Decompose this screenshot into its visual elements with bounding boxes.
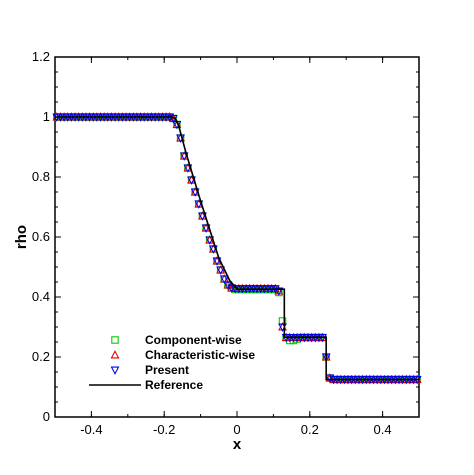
data-point [198, 212, 207, 221]
x-tick-label: -0.2 [153, 422, 175, 437]
x-tick-label: 0.2 [301, 422, 319, 437]
data-point [274, 287, 284, 296]
data-point [325, 374, 335, 383]
data-series [52, 112, 422, 385]
x-tick-label: 0.4 [374, 422, 392, 437]
x-tick-label: -0.4 [80, 422, 102, 437]
axis-ticks: -0.4 -0.2 0 0.2 0.4 0 0.2 0.4 0.6 0.8 1 1.2 [32, 49, 420, 437]
legend-marker [111, 336, 119, 344]
legend-marker [110, 350, 120, 359]
series-reference [55, 116, 419, 381]
legend-label: Component-wise [145, 333, 242, 347]
data-point [212, 257, 222, 266]
x-tick-label: 0 [233, 422, 240, 437]
y-axis-title: rho [13, 225, 30, 249]
legend-marker [110, 366, 120, 375]
data-point [183, 164, 193, 173]
legend-item: Reference [89, 378, 203, 392]
plot-frame [54, 56, 420, 418]
data-point [205, 236, 215, 245]
legend-label: Reference [145, 378, 203, 392]
x-axis-title: x [233, 436, 242, 453]
data-point [194, 200, 204, 209]
legend-item: Characteristic-wise [110, 348, 255, 362]
legend: Component-wiseCharacteristic-wisePresent… [89, 333, 255, 392]
legend-item: Component-wise [111, 333, 242, 347]
y-tick-label: 1.2 [32, 49, 50, 64]
data-point [201, 224, 211, 233]
data-point [187, 176, 196, 185]
legend-item: Present [110, 363, 189, 377]
data-point [219, 275, 229, 284]
reference-line [55, 116, 419, 381]
y-tick-label: 0.2 [32, 349, 50, 364]
y-tick-label: 0.6 [32, 229, 50, 244]
data-point [216, 266, 226, 275]
legend-label: Present [145, 363, 189, 377]
y-tick-label: 0.8 [32, 169, 50, 184]
data-point [208, 245, 218, 254]
data-point [190, 188, 200, 197]
data-point [179, 152, 189, 161]
y-tick-label: 0 [43, 409, 50, 424]
y-tick-label: 1 [43, 109, 50, 124]
legend-label: Characteristic-wise [145, 348, 255, 362]
y-tick-label: 0.4 [32, 289, 50, 304]
